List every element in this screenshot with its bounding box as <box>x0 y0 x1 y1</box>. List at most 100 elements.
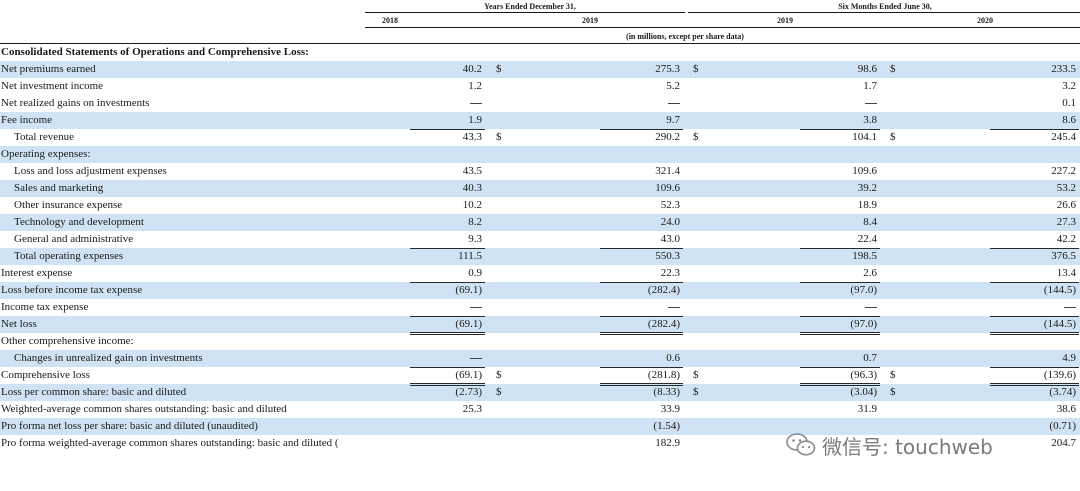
total-rule <box>990 383 1079 384</box>
value-cell: 8.6 <box>1062 114 1076 126</box>
value-cell: 4.9 <box>1062 352 1076 364</box>
currency-symbol <box>496 214 506 231</box>
table-row: Net realized gains on investments 0.1 <box>0 95 1080 112</box>
row-label: Pro forma weighted-average common shares… <box>1 437 339 449</box>
header-years-rule <box>365 12 685 13</box>
value-cell <box>580 146 680 163</box>
total-rule <box>600 385 683 386</box>
value-cell: (0.71) <box>1049 420 1076 432</box>
total-rule <box>990 332 1079 333</box>
total-rule <box>800 316 880 317</box>
currency-symbol: $ <box>496 63 502 75</box>
value-cell: 53.2 <box>1056 182 1076 194</box>
header-units: (in millions, except per share data) <box>626 32 744 41</box>
wechat-watermark: 微信号: touchweb <box>786 432 993 459</box>
header-six-months-rule <box>688 12 1080 13</box>
value-cell <box>580 333 680 350</box>
value-cell <box>382 333 482 350</box>
row-label: Comprehensive loss <box>1 369 90 381</box>
value-cell <box>580 299 680 316</box>
table-row: Sales and marketing 40.3 109.6 39.2 53.2 <box>0 180 1080 197</box>
value-cell: 10.2 <box>462 199 482 211</box>
row-label: Technology and development <box>14 216 144 228</box>
currency-symbol <box>890 197 900 214</box>
total-rule <box>990 367 1079 368</box>
value-cell <box>382 435 482 452</box>
value-cell: 182.9 <box>655 437 680 449</box>
currency-symbol <box>693 44 703 61</box>
total-rule <box>800 332 880 333</box>
header-col-2019-six: 2019 <box>777 16 793 25</box>
total-rule <box>990 385 1079 386</box>
total-rule <box>410 334 485 335</box>
table-row: General and administrative 9.3 43.0 22.4 42.… <box>0 231 1080 248</box>
value-cell: (96.3) <box>850 369 877 381</box>
total-rule <box>990 334 1079 335</box>
currency-symbol <box>693 299 703 316</box>
value-cell <box>382 418 482 435</box>
value-cell: 0.9 <box>468 267 482 279</box>
table-row: Operating expenses: <box>0 146 1080 163</box>
total-rule <box>990 282 1079 283</box>
value-cell: 275.3 <box>655 63 680 75</box>
nil-dash <box>865 102 877 104</box>
value-cell <box>382 299 482 316</box>
currency-symbol: $ <box>496 369 502 381</box>
header-col-2020: 2020 <box>977 16 993 25</box>
total-rule <box>800 334 880 335</box>
currency-symbol <box>693 231 703 248</box>
value-cell: 8.2 <box>468 216 482 228</box>
nil-dash <box>470 102 482 104</box>
total-rule <box>600 332 683 333</box>
currency-symbol: $ <box>496 386 502 398</box>
row-label: Sales and marketing <box>14 182 104 194</box>
table-row: Net loss (69.1) (282.4) (97.0) (144.5) <box>0 316 1080 333</box>
currency-symbol <box>496 333 506 350</box>
value-cell: 0.7 <box>863 352 877 364</box>
table-row: Technology and development 8.2 24.0 8.4 27.3 <box>0 214 1080 231</box>
currency-symbol <box>693 282 703 299</box>
row-label: Loss and loss adjustment expenses <box>14 165 167 177</box>
value-cell: 290.2 <box>655 131 680 143</box>
value-cell: 233.5 <box>1051 63 1076 75</box>
currency-symbol <box>496 316 506 333</box>
value-cell <box>777 146 877 163</box>
value-cell: (282.4) <box>647 284 680 296</box>
total-rule <box>990 129 1079 130</box>
table-row: Consolidated Statements of Operations an… <box>0 44 1080 61</box>
value-cell: 9.7 <box>666 114 680 126</box>
value-cell: 5.2 <box>666 80 680 92</box>
currency-symbol <box>496 435 506 452</box>
row-label: Interest expense <box>1 267 73 279</box>
currency-symbol: $ <box>693 131 699 143</box>
row-label: Other comprehensive income: <box>1 335 134 347</box>
total-rule <box>410 383 485 384</box>
value-cell <box>777 333 877 350</box>
value-cell: (281.8) <box>647 369 680 381</box>
currency-symbol: $ <box>890 369 896 381</box>
value-cell: 198.5 <box>852 250 877 262</box>
value-cell: (282.4) <box>647 318 680 330</box>
row-label: Weighted-average common shares outstandi… <box>1 403 287 415</box>
watermark-text: 微信号: touchweb <box>822 434 993 459</box>
value-cell: 43.0 <box>660 233 680 245</box>
currency-symbol <box>693 180 703 197</box>
value-cell: (97.0) <box>850 318 877 330</box>
table-row: Other insurance expense 10.2 52.3 18.9 26.6 <box>0 197 1080 214</box>
value-cell: 3.8 <box>863 114 877 126</box>
currency-symbol <box>693 401 703 418</box>
currency-symbol <box>890 163 900 180</box>
value-cell: (2.73) <box>455 386 482 398</box>
table-row: Income tax expense <box>0 299 1080 316</box>
currency-symbol <box>890 214 900 231</box>
currency-symbol <box>496 112 506 129</box>
header-col-2019-year: 2019 <box>582 16 598 25</box>
value-cell: 40.3 <box>462 182 482 194</box>
value-cell: (69.1) <box>455 318 482 330</box>
currency-symbol: $ <box>890 131 896 143</box>
table-row: Total revenue 43.3 290.2 104.1 245.4 $ $ $ <box>0 129 1080 146</box>
row-label: Total operating expenses <box>14 250 124 262</box>
row-label: Consolidated Statements of Operations an… <box>1 46 309 58</box>
currency-symbol: $ <box>693 386 699 398</box>
currency-symbol <box>890 248 900 265</box>
